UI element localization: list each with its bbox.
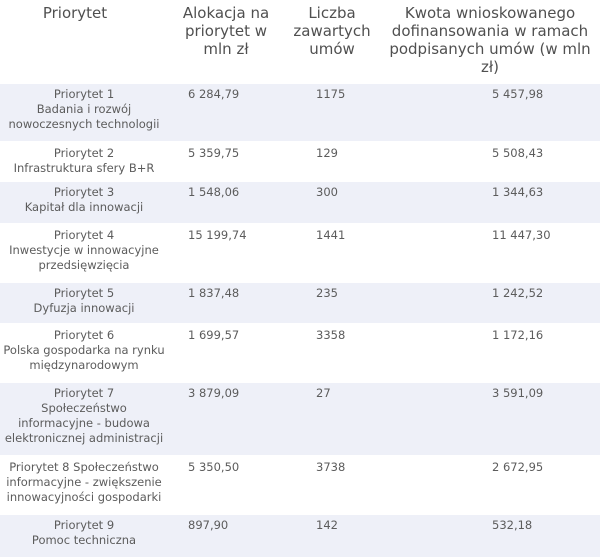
amount-cell: 532,18 xyxy=(380,514,600,559)
amount-cell: 5 508,43 xyxy=(380,142,600,182)
contracts-cell: 3738 xyxy=(284,456,380,515)
contracts-cell: 129 xyxy=(284,142,380,182)
amount-cell: 2 672,95 xyxy=(380,456,600,515)
table-header: Priorytet Alokacja na priorytet w mln zł… xyxy=(0,0,600,84)
contracts-cell: 300 xyxy=(284,181,380,225)
priority-name: Priorytet 9 Pomoc techniczna xyxy=(0,514,168,559)
header-row: Priorytet Alokacja na priorytet w mln zł… xyxy=(0,0,600,84)
table-row: Priorytet 3 Kapitał dla innowacji 1 548,0… xyxy=(0,181,600,225)
amount-cell: 1 242,52 xyxy=(380,282,600,325)
amount-cell: 3 591,09 xyxy=(380,382,600,457)
table-row: Priorytet 6 Polska gospodarka na rynku mi… xyxy=(0,324,600,383)
allocation-cell: 5 350,50 xyxy=(168,456,284,515)
contracts-cell: 27 xyxy=(284,382,380,457)
table-row: Priorytet 9 Pomoc techniczna 897,90 142 5… xyxy=(0,514,600,559)
priority-name: Priorytet 4 Inwestycje w innowacyjne prze… xyxy=(0,224,168,283)
table-row: Priorytet 1 Badania i rozwój nowoczesnych… xyxy=(0,84,600,143)
contracts-cell: 142 xyxy=(284,514,380,559)
table-row: Priorytet 2 Infrastruktura sfery B+R 5 35… xyxy=(0,142,600,182)
priority-name: Priorytet 2 Infrastruktura sfery B+R xyxy=(0,142,168,182)
allocation-cell: 6 284,79 xyxy=(168,84,284,143)
contracts-cell: 3358 xyxy=(284,324,380,383)
header-amount: Kwota wnioskowanego dofinansowania w ram… xyxy=(380,0,600,84)
amount-cell: 11 447,30 xyxy=(380,224,600,283)
contracts-cell: 235 xyxy=(284,282,380,325)
allocation-cell: 3 879,09 xyxy=(168,382,284,457)
contracts-cell: 1441 xyxy=(284,224,380,283)
contracts-cell: 1175 xyxy=(284,84,380,143)
allocation-cell: 1 837,48 xyxy=(168,282,284,325)
header-allocation: Alokacja na priorytet w mln zł xyxy=(168,0,284,84)
priority-name: Priorytet 8 Społeczeństwo informacyjne -… xyxy=(0,456,168,515)
allocation-cell: 15 199,74 xyxy=(168,224,284,283)
priority-name: Priorytet 6 Polska gospodarka na rynku mi… xyxy=(0,324,168,383)
table-row: Priorytet 8 Społeczeństwo informacyjne -… xyxy=(0,456,600,515)
amount-cell: 1 344,63 xyxy=(380,181,600,225)
allocation-cell: 1 699,57 xyxy=(168,324,284,383)
table-row: Priorytet 4 Inwestycje w innowacyjne prze… xyxy=(0,224,600,283)
priority-name: Priorytet 7 Społeczeństwo informacyjne - … xyxy=(0,382,168,457)
table-row: Priorytet 7 Społeczeństwo informacyjne - … xyxy=(0,382,600,457)
allocation-cell: 5 359,75 xyxy=(168,142,284,182)
header-priority: Priorytet xyxy=(0,0,168,84)
priority-name: Priorytet 5 Dyfuzja innowacji xyxy=(0,282,168,325)
table-row: Priorytet 5 Dyfuzja innowacji 1 837,48 23… xyxy=(0,282,600,325)
amount-cell: 1 172,16 xyxy=(380,324,600,383)
allocation-cell: 897,90 xyxy=(168,514,284,559)
amount-cell: 5 457,98 xyxy=(380,84,600,143)
header-contracts: Liczba zawartych umów xyxy=(284,0,380,84)
priority-name: Priorytet 3 Kapitał dla innowacji xyxy=(0,181,168,225)
table-body: Priorytet 1 Badania i rozwój nowoczesnych… xyxy=(0,84,600,559)
allocation-cell: 1 548,06 xyxy=(168,181,284,225)
priority-name: Priorytet 1 Badania i rozwój nowoczesnych… xyxy=(0,84,168,143)
